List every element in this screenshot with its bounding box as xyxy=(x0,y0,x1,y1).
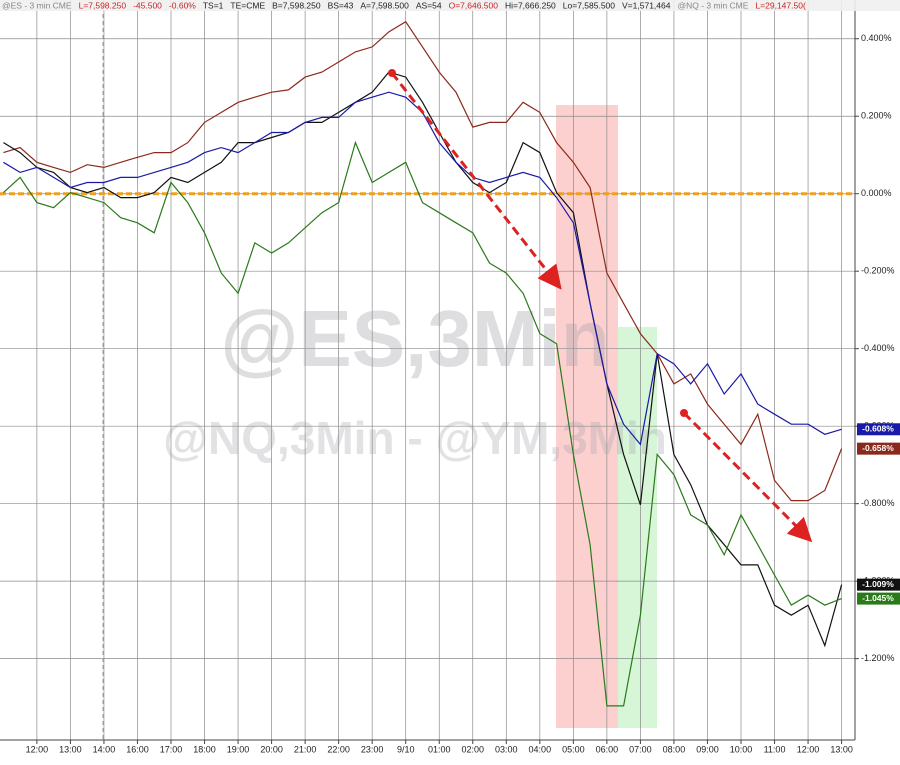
x-tick-label: 13:00 xyxy=(59,744,82,754)
end-label-box xyxy=(857,592,900,605)
x-tick-label: 11:00 xyxy=(764,744,786,754)
end-label: -0.658% xyxy=(862,443,894,453)
end-label-box xyxy=(857,423,900,436)
header-item: AS=54 xyxy=(416,0,442,10)
header-item: BS=43 xyxy=(328,0,354,10)
y-tick-label: 0.000% xyxy=(861,188,892,198)
x-axis-area xyxy=(0,740,900,760)
axes: 12:00 13:00 14:00 16:00 17:00 18:00 19:00 20:00… xyxy=(26,33,900,754)
x-tick-label: 17:00 xyxy=(160,744,183,754)
red-highlight xyxy=(556,105,618,728)
grid xyxy=(0,0,855,740)
y-tick-label: -1.200% xyxy=(861,653,895,663)
x-tick-label: 08:00 xyxy=(663,744,686,754)
arrow xyxy=(682,411,813,543)
series-line xyxy=(2,140,842,707)
x-tick-label: 19:00 xyxy=(227,744,250,754)
end-label-box xyxy=(857,578,900,591)
watermark: @ES,3Min xyxy=(220,294,609,383)
x-tick-label: 07:00 xyxy=(629,744,652,754)
arrow-start xyxy=(388,69,396,77)
y-axis-area xyxy=(855,0,900,760)
header-item: TE=CME xyxy=(230,0,265,10)
x-tick-label: 21:00 xyxy=(294,744,317,754)
header-item: L=29,147.50( xyxy=(755,0,806,10)
x-tick-label: 04:00 xyxy=(529,744,552,754)
header-item: Hi=7,666.250 xyxy=(505,0,556,10)
header-item: B=7,598.250 xyxy=(272,0,321,10)
header-item: L=7,598.250 xyxy=(79,0,127,10)
x-tick-label: 16:00 xyxy=(126,744,149,754)
arrow xyxy=(390,72,562,290)
x-tick-label: 06:00 xyxy=(596,744,619,754)
x-tick-label: 03:00 xyxy=(495,744,518,754)
header-item: V=1,571,464 xyxy=(622,0,671,10)
y-tick-label: -0.200% xyxy=(861,266,895,276)
end-label: -1.045% xyxy=(862,593,894,603)
x-tick-label: 12:00 xyxy=(26,744,49,754)
plot-area xyxy=(0,0,855,740)
header-bar xyxy=(0,0,900,11)
end-label: -1.009% xyxy=(862,579,894,589)
x-tick-label: 18:00 xyxy=(193,744,216,754)
x-tick-label: 23:00 xyxy=(361,744,384,754)
header: @ES - 3 min CME L=7,598.250 -45.500 -0.60% T… xyxy=(2,0,806,10)
x-tick-label: 02:00 xyxy=(461,744,484,754)
y-tick-label: -0.800% xyxy=(861,498,895,508)
green-highlight xyxy=(618,327,657,728)
header-item: @NQ - 3 min CME xyxy=(677,0,748,10)
x-tick-label: 22:00 xyxy=(327,744,350,754)
series-line xyxy=(3,20,843,502)
arrow-start xyxy=(680,409,688,417)
header-item: O=7,646.500 xyxy=(449,0,499,10)
watermark: @NQ,3Min - @YM,3Min xyxy=(163,412,667,464)
x-tick-label: 01:00 xyxy=(428,744,451,754)
x-tick-label: 09:00 xyxy=(696,744,719,754)
header-item: -0.60% xyxy=(169,0,196,10)
end-label: -0.608% xyxy=(862,424,894,434)
y-tick-label: 0.200% xyxy=(861,111,892,121)
x-tick-label: 13:00 xyxy=(830,744,853,754)
header-item: A=7,598.500 xyxy=(360,0,409,10)
x-tick-label: 05:00 xyxy=(562,744,585,754)
y-tick-label: -0.400% xyxy=(861,343,895,353)
header-item: TS=1 xyxy=(203,0,224,10)
x-tick-label: 12:00 xyxy=(797,744,820,754)
header-item: -45.500 xyxy=(133,0,162,10)
header-item: @ES - 3 min CME xyxy=(2,0,72,10)
x-tick-label: 14:00 xyxy=(93,744,116,754)
header-item: Lo=7,585.500 xyxy=(563,0,616,10)
x-tick-label: 20:00 xyxy=(260,744,283,754)
y-tick-label: 0.400% xyxy=(861,33,892,43)
x-tick-label: 9/10 xyxy=(397,744,415,754)
end-label-box xyxy=(857,442,900,455)
x-tick-label: 10:00 xyxy=(730,744,753,754)
series-line xyxy=(3,71,843,648)
